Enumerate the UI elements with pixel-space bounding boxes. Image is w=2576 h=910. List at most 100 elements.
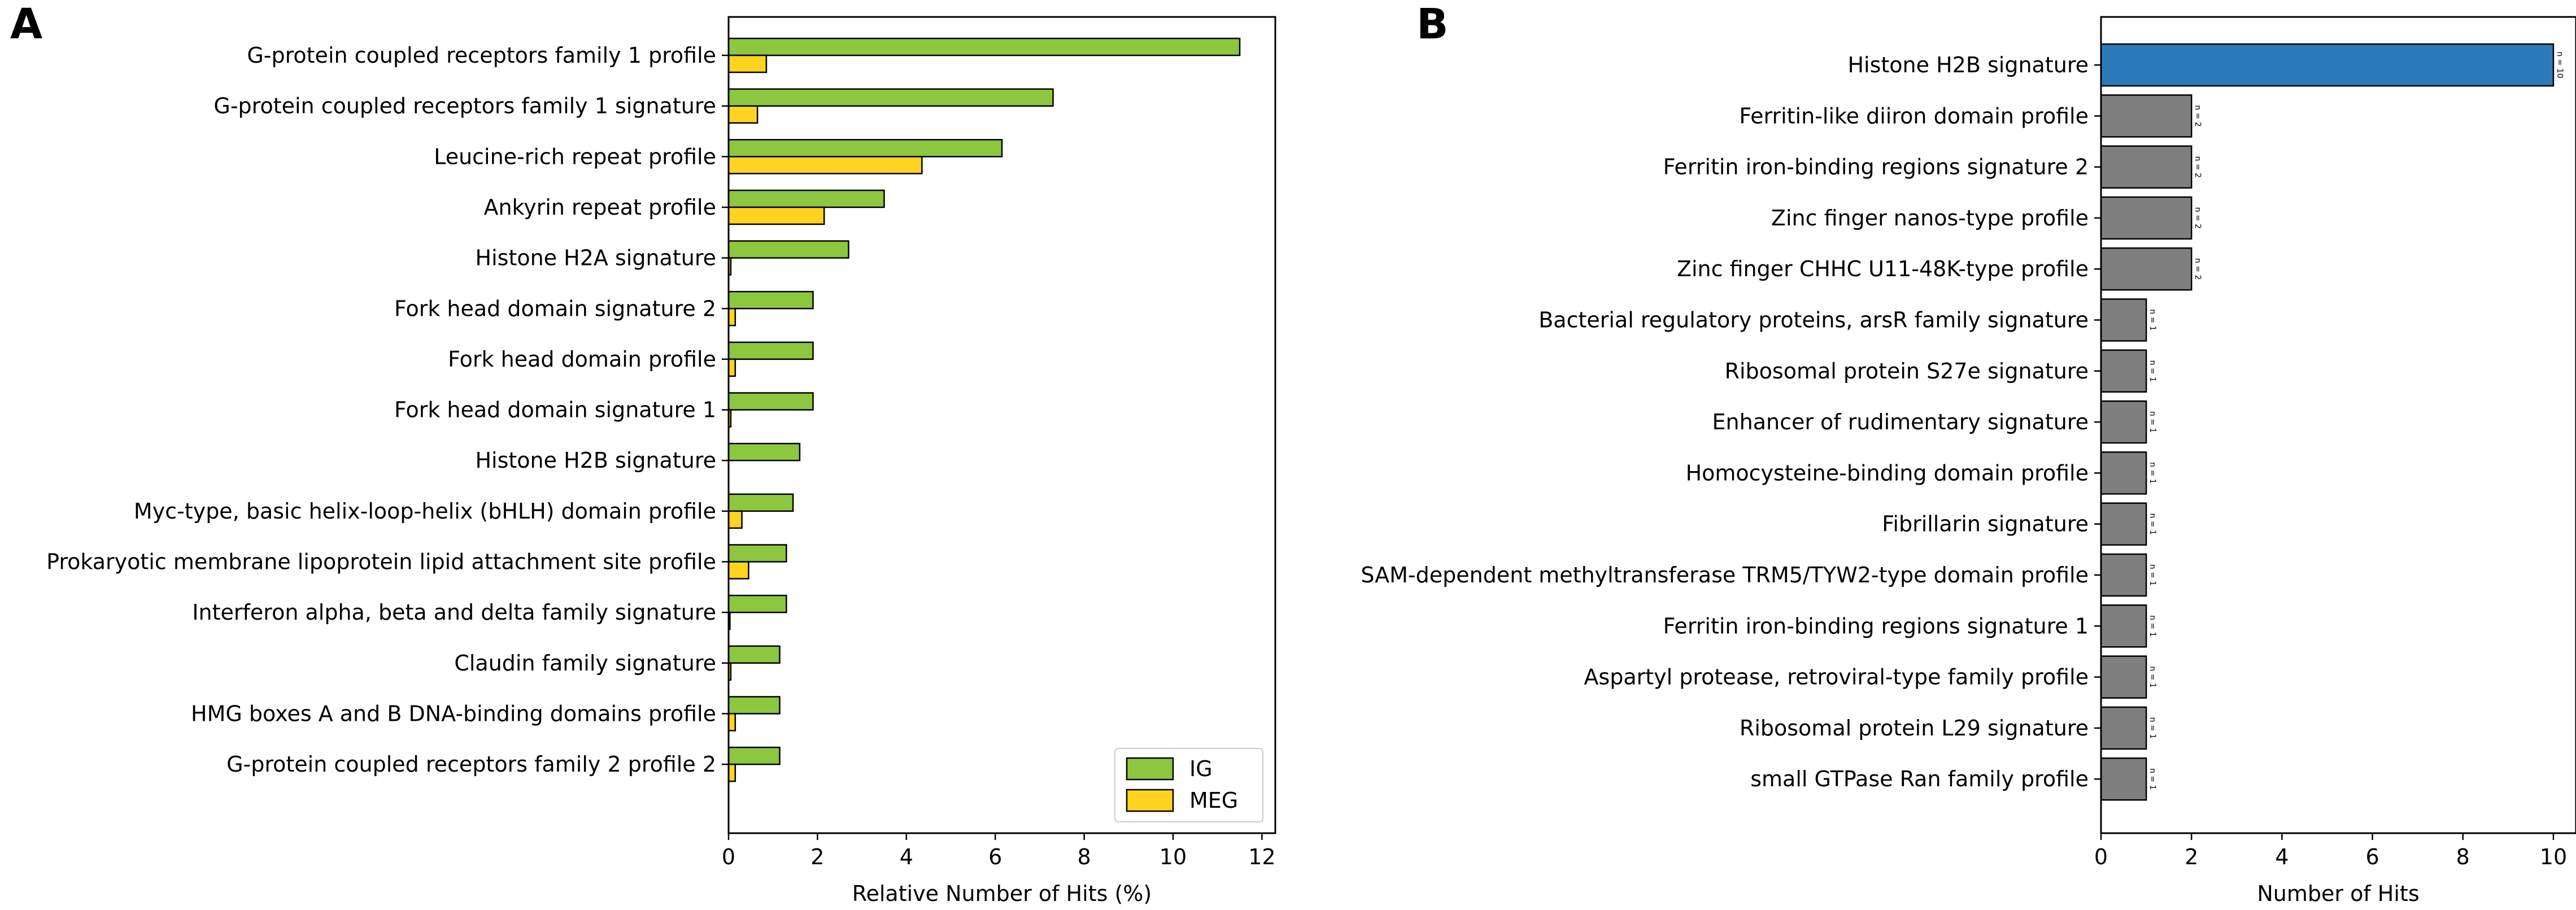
panel-a-x-ticks: 0 2 4 6 8 10 12: [722, 54, 1276, 869]
bar-count-label-4: n = 2: [2193, 207, 2202, 229]
bar-meg-14: [727, 713, 736, 732]
bar-ig-6: [727, 291, 814, 310]
bar-ig-4: [727, 189, 885, 208]
bar-meg-10: [727, 510, 743, 529]
bar-meg-2: [727, 105, 759, 124]
bar-ig-12: [727, 594, 787, 613]
legend-label-meg: MEG: [1189, 788, 1238, 813]
bar-hits-5: [2100, 247, 2193, 291]
legend-label-ig: IG: [1189, 756, 1213, 781]
panel-b-bar-count-labels: n = 10 n = 2 n = 2 n = 2 n = 2 n = 1 n = 1 n = …: [2148, 51, 2564, 790]
bar-hits-6: [2100, 298, 2147, 342]
bar-meg-15: [727, 763, 736, 782]
x-tick-label-8: 8: [1077, 844, 1091, 869]
panel-b-plot-frame: [2100, 16, 2576, 834]
bar-ig-2: [727, 88, 1054, 107]
bar-hits-7: [2100, 349, 2147, 393]
category-label-3: Ferritin iron-binding regions signature …: [1663, 155, 2089, 180]
bar-count-label-8: n = 1: [2148, 411, 2157, 433]
bar-meg-3: [727, 156, 923, 175]
bar-hits-13: [2100, 655, 2147, 699]
category-label-15: small GTPase Ran family profile: [1750, 767, 2089, 791]
bar-hits-1: [2100, 43, 2555, 87]
bar-hits-3: [2100, 145, 2193, 189]
bar-hits-9: [2100, 451, 2147, 495]
category-label-3: Leucine-rich repeat profile: [434, 144, 716, 169]
bar-ig-5: [727, 240, 849, 259]
category-label-11: SAM-dependent methyltransferase TRM5/TYW…: [1361, 563, 2089, 587]
category-label-7: Ribosomal protein S27e signature: [1725, 359, 2089, 384]
panel-a-category-labels: G-protein coupled receptors family 1 pro…: [46, 43, 716, 777]
bar-meg-1: [727, 54, 768, 73]
bar-count-label-5: n = 2: [2193, 258, 2202, 280]
bar-hits-10: [2100, 502, 2147, 546]
category-label-10: Myc-type, basic helix-loop-helix (bHLH) …: [134, 499, 716, 524]
bar-count-label-15: n = 1: [2148, 768, 2157, 790]
category-label-8: Fork head domain signature 1: [394, 398, 716, 423]
category-label-9: Histone H2B signature: [475, 448, 716, 473]
x-tick-label-10: 10: [1160, 844, 1187, 869]
bar-ig-10: [727, 493, 794, 512]
bar-meg-6: [727, 308, 736, 326]
panel-b: B Histone H2B signature Ferritin-like dii…: [1361, 0, 2576, 906]
panel-b-x-ticks: 0 2 4 6 8 10: [2094, 64, 2567, 869]
bar-count-label-1: n = 10: [2555, 51, 2564, 78]
panel-b-category-labels: Histone H2B signature Ferritin-like diiro…: [1361, 53, 2089, 791]
category-label-15: G-protein coupled receptors family 2 pro…: [226, 752, 716, 777]
bar-count-label-10: n = 1: [2148, 513, 2157, 534]
panel-b-letter: B: [1416, 0, 1448, 49]
bar-count-label-9: n = 1: [2148, 462, 2157, 484]
panel-b-x-axis-title: Number of Hits: [2257, 881, 2419, 906]
bar-ig-3: [727, 139, 1003, 158]
category-label-2: G-protein coupled receptors family 1 sig…: [213, 94, 716, 119]
category-label-5: Histone H2A signature: [476, 246, 716, 271]
bar-hits-11: [2100, 553, 2147, 597]
category-label-2: Ferritin-like diiron domain profile: [1739, 103, 2089, 128]
category-label-8: Enhancer of rudimentary signature: [1712, 410, 2089, 434]
bar-meg-7: [727, 358, 736, 377]
bar-ig-11: [727, 544, 787, 563]
bar-hits-2: [2100, 94, 2193, 138]
bar-ig-7: [727, 341, 814, 360]
x-tick-label-0: 0: [722, 844, 735, 869]
bar-ig-1: [727, 37, 1241, 56]
category-label-14: HMG boxes A and B DNA-binding domains pr…: [191, 701, 716, 726]
panel-a-x-axis-title: Relative Number of Hits (%): [852, 881, 1152, 906]
legend-swatch-ig: [1126, 757, 1174, 781]
category-label-10: Fibrillarin signature: [1882, 512, 2089, 537]
bar-count-label-12: n = 1: [2148, 615, 2157, 637]
panel-a: A G-protein coupled receptors family 1 p…: [10, 0, 1276, 906]
category-label-4: Zinc finger nanos-type profile: [1771, 206, 2089, 230]
category-label-5: Zinc finger CHHC U11-48K-type profile: [1677, 256, 2089, 281]
x-tick-label-12: 12: [1248, 844, 1275, 869]
bar-count-label-11: n = 1: [2148, 564, 2157, 586]
category-label-12: Ferritin iron-binding regions signature …: [1663, 613, 2089, 638]
bar-hits-15: [2100, 757, 2147, 801]
bar-count-label-7: n = 1: [2148, 360, 2157, 382]
bar-count-label-2: n = 2: [2193, 105, 2202, 127]
bar-ig-15: [727, 746, 781, 765]
category-label-7: Fork head domain profile: [448, 347, 716, 372]
bar-hits-8: [2100, 400, 2147, 444]
bar-hits-4: [2100, 196, 2193, 240]
panel-a-legend: IG MEG: [1114, 748, 1263, 822]
bar-count-label-13: n = 1: [2148, 666, 2157, 687]
category-label-9: Homocysteine-binding domain profile: [1686, 460, 2089, 485]
bar-meg-4: [727, 206, 825, 225]
bar-ig-9: [727, 442, 801, 461]
category-label-6: Fork head domain signature 2: [394, 296, 716, 321]
category-label-1: G-protein coupled receptors family 1 pro…: [247, 43, 716, 68]
bar-meg-11: [727, 561, 749, 580]
x-tick-label-0: 0: [2094, 844, 2108, 869]
x-tick-label-4: 4: [900, 844, 913, 869]
x-tick-label-6: 6: [2365, 844, 2379, 869]
bar-ig-8: [727, 392, 814, 411]
panel-a-bars: [727, 37, 1241, 782]
x-tick-label-6: 6: [988, 844, 1002, 869]
x-tick-label-8: 8: [2456, 844, 2470, 869]
panel-a-plot-frame: [727, 16, 1276, 834]
bar-ig-13: [727, 645, 781, 664]
category-label-1: Histone H2B signature: [1847, 53, 2089, 77]
x-tick-label-10: 10: [2540, 844, 2567, 869]
